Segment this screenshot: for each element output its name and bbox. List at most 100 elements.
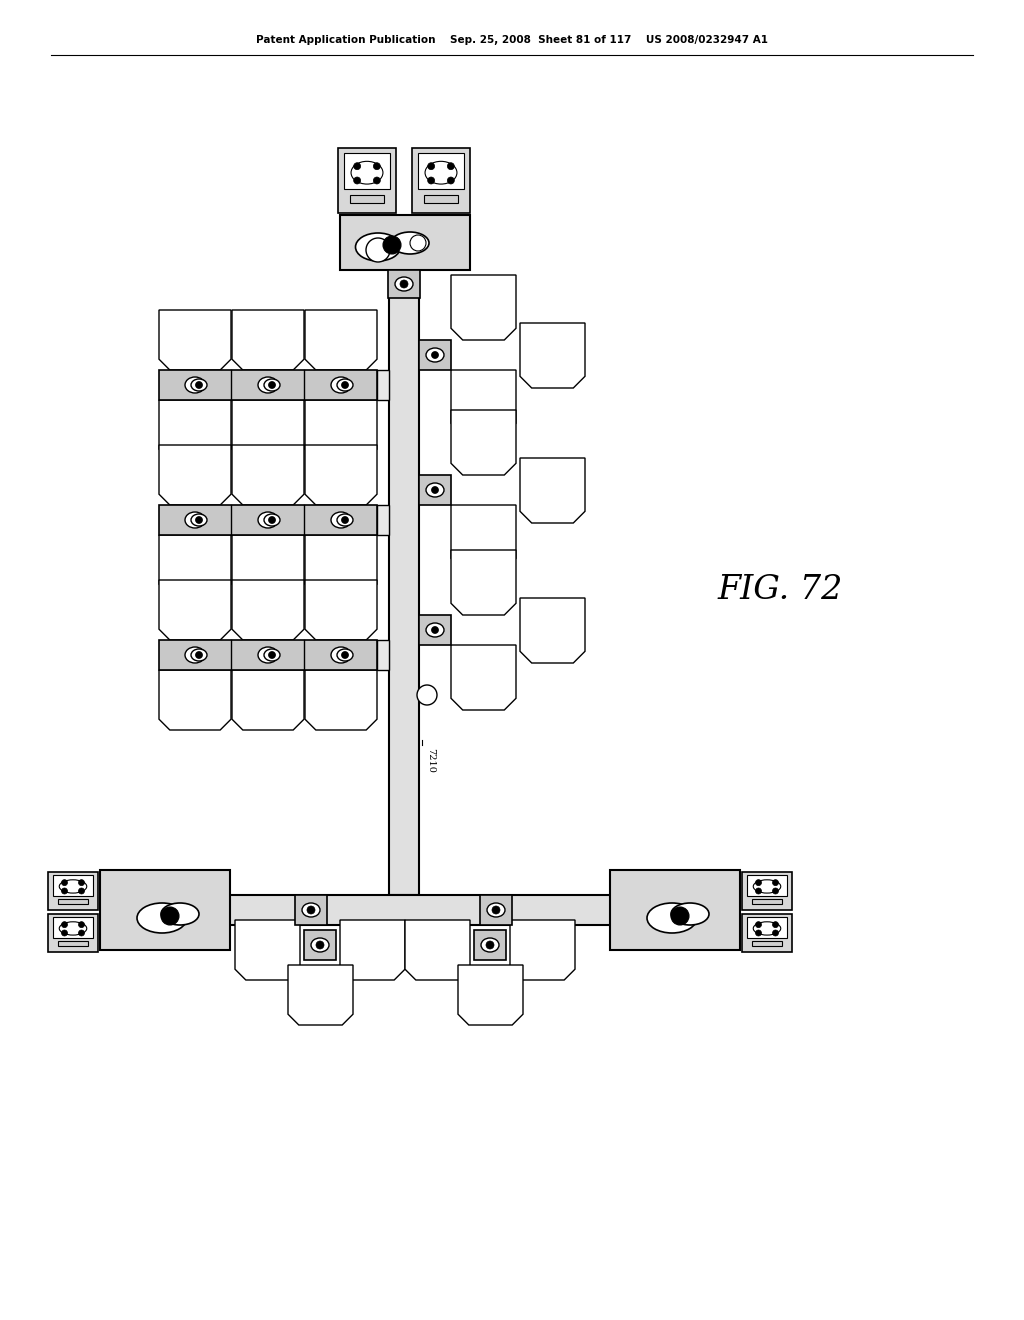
Polygon shape (234, 920, 300, 979)
Circle shape (417, 685, 437, 705)
Bar (338, 148, 396, 213)
Ellipse shape (426, 348, 444, 362)
Circle shape (756, 931, 762, 936)
Ellipse shape (754, 880, 780, 894)
Bar (159, 640, 377, 671)
Ellipse shape (258, 378, 278, 393)
Bar (752, 899, 782, 904)
Circle shape (756, 921, 762, 928)
Bar (419, 615, 451, 645)
Bar (159, 506, 377, 535)
Polygon shape (305, 535, 377, 595)
Ellipse shape (264, 513, 280, 525)
Ellipse shape (191, 649, 207, 661)
Polygon shape (232, 579, 304, 640)
Circle shape (431, 627, 438, 634)
Bar (419, 475, 451, 506)
Text: 7210: 7210 (426, 747, 435, 772)
Polygon shape (520, 458, 585, 523)
Bar (742, 913, 792, 952)
Circle shape (79, 921, 85, 928)
Bar (480, 895, 512, 925)
Ellipse shape (337, 513, 353, 525)
Circle shape (341, 652, 348, 659)
Ellipse shape (59, 880, 87, 894)
Circle shape (400, 280, 408, 288)
Ellipse shape (264, 649, 280, 661)
Circle shape (196, 381, 203, 388)
Text: Patent Application Publication    Sep. 25, 2008  Sheet 81 of 117    US 2008/0232: Patent Application Publication Sep. 25, … (256, 36, 768, 45)
Circle shape (671, 907, 689, 925)
Ellipse shape (185, 512, 205, 528)
Circle shape (374, 177, 380, 183)
Ellipse shape (395, 277, 413, 290)
Circle shape (353, 162, 360, 170)
Ellipse shape (355, 234, 400, 261)
Bar (388, 271, 420, 298)
Polygon shape (159, 445, 231, 506)
Bar (377, 506, 389, 535)
Ellipse shape (481, 939, 499, 952)
Circle shape (492, 906, 500, 913)
Bar (304, 931, 336, 960)
Ellipse shape (426, 483, 444, 498)
Bar (377, 370, 389, 400)
Circle shape (772, 931, 778, 936)
Bar (48, 913, 98, 952)
Circle shape (268, 381, 275, 388)
Circle shape (61, 879, 68, 886)
Polygon shape (305, 445, 377, 506)
Circle shape (772, 921, 778, 928)
Ellipse shape (161, 903, 199, 925)
Bar (746, 875, 787, 896)
Bar (752, 941, 782, 946)
Ellipse shape (337, 649, 353, 661)
Circle shape (374, 162, 380, 170)
Bar (344, 153, 390, 189)
Polygon shape (451, 370, 516, 436)
Polygon shape (305, 400, 377, 459)
Polygon shape (520, 323, 585, 388)
Polygon shape (305, 310, 377, 370)
Circle shape (772, 888, 778, 894)
Circle shape (486, 941, 494, 949)
Ellipse shape (351, 161, 383, 183)
Bar (389, 265, 419, 895)
Bar (746, 917, 787, 939)
Ellipse shape (185, 378, 205, 393)
Circle shape (431, 351, 438, 359)
Circle shape (61, 921, 68, 928)
Text: FIG. 72: FIG. 72 (718, 574, 843, 606)
Polygon shape (451, 275, 516, 341)
Ellipse shape (331, 647, 351, 663)
Ellipse shape (331, 378, 351, 393)
Circle shape (79, 931, 85, 936)
Polygon shape (451, 411, 516, 475)
Polygon shape (159, 310, 231, 370)
Polygon shape (458, 965, 523, 1026)
Bar (742, 873, 792, 909)
Bar (295, 895, 327, 925)
Bar (418, 153, 464, 189)
Bar (195, 895, 640, 925)
Ellipse shape (647, 903, 697, 933)
Polygon shape (159, 579, 231, 640)
Ellipse shape (191, 513, 207, 525)
Ellipse shape (487, 903, 505, 917)
Circle shape (79, 888, 85, 894)
Circle shape (431, 487, 438, 494)
Ellipse shape (671, 903, 709, 925)
Circle shape (268, 652, 275, 659)
Polygon shape (159, 535, 231, 595)
Circle shape (316, 941, 324, 949)
Ellipse shape (425, 161, 457, 183)
Polygon shape (406, 920, 470, 979)
Polygon shape (288, 965, 353, 1026)
Ellipse shape (302, 903, 319, 917)
Ellipse shape (191, 379, 207, 391)
Polygon shape (159, 400, 231, 459)
Ellipse shape (337, 379, 353, 391)
Bar (610, 870, 740, 950)
Polygon shape (232, 310, 304, 370)
Ellipse shape (185, 647, 205, 663)
